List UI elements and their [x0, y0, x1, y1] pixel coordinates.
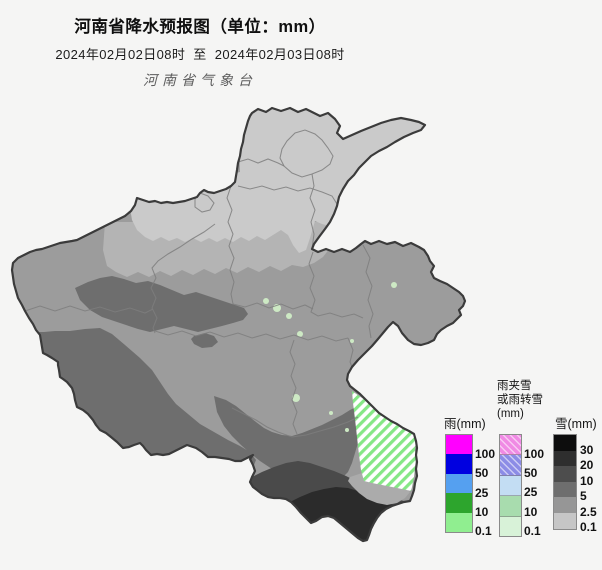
legend-value: 0.1: [580, 520, 597, 534]
page-title: 河南省降水预报图（单位：mm）: [74, 18, 326, 36]
legend-value: 50: [475, 466, 489, 480]
legend-value: 100: [524, 447, 545, 461]
legend-value: 0.1: [475, 524, 492, 538]
legend-swatch: [500, 435, 521, 456]
legend-value: 5: [580, 489, 587, 503]
forecast-period: 2024年02月02日08时 至 2024年02月03日08时: [55, 47, 345, 62]
legend-swatch: [500, 496, 521, 517]
legend-swatch: [500, 475, 521, 497]
legend-sleet-label: 雨夹雪 或雨转雪 (mm): [497, 380, 543, 420]
legend-value: 10: [475, 505, 489, 519]
legend-rain-label: 雨(mm): [444, 417, 486, 431]
legend-value: 25: [524, 485, 538, 499]
legend-value: 50: [524, 466, 538, 480]
map-header: 河南省降水预报图（单位：mm） 2024年02月02日08时 至 2024年02…: [28, 13, 372, 90]
legend-value: 100: [475, 447, 496, 461]
legend-swatch: [446, 493, 472, 513]
legend-value: 10: [580, 474, 594, 488]
legend-swatch: [500, 455, 521, 476]
legend-swatch: [554, 481, 576, 498]
legend-swatch: [446, 512, 472, 532]
legend-swatch: [554, 450, 576, 467]
legend-swatch: [554, 435, 576, 451]
zone-snow-10-west-blob: [75, 276, 248, 348]
legend-snow-swatches: [553, 434, 577, 530]
zone-snow-0-1: [130, 108, 435, 253]
legend-swatch: [446, 473, 472, 494]
rain-hatch-area: [352, 391, 416, 491]
zone-snow-10-southwest-strip: [30, 328, 256, 476]
legend-swatch: [554, 512, 576, 529]
legend-swatch: [554, 466, 576, 482]
legend-value: 30: [580, 443, 594, 457]
legend-value: 25: [475, 486, 489, 500]
legend-swatch: [500, 516, 521, 536]
issuing-agency: 河南省气象台: [143, 73, 257, 89]
legend-snow-label: 雪(mm): [555, 417, 597, 431]
legend-sleet: 雨夹雪 或雨转雪 (mm) 100 50 25 10 0.1: [497, 379, 553, 543]
legend-swatch: [446, 454, 472, 474]
legend-snow: 雪(mm) 30 20 10 5 2.5 0.1: [549, 413, 601, 543]
legend-rain-swatches: [445, 434, 473, 533]
legend-value: 2.5: [580, 505, 597, 519]
legend-swatch: [554, 497, 576, 513]
legend-value: 0.1: [524, 524, 541, 538]
zone-sleet-patch: [348, 473, 410, 505]
legend-rain: 雨(mm) 100 50 25 10 0.1: [442, 413, 504, 543]
light-specks: [263, 282, 397, 432]
legend-value: 20: [580, 458, 594, 472]
zone-snow-10-south-band: [214, 396, 363, 484]
legend-swatch: [446, 435, 472, 455]
legend-value: 10: [524, 505, 538, 519]
legend-sleet-swatches: [499, 434, 522, 537]
